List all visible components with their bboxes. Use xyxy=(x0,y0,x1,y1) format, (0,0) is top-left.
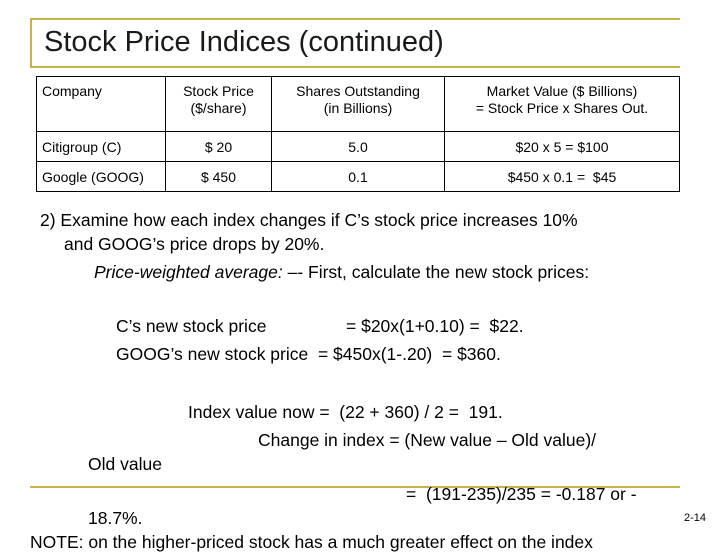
table-header-cell: Stock Price ($/share) xyxy=(165,76,272,132)
c-new-price-value: = $20x(1+0.10) = $22. xyxy=(346,316,524,336)
table-header-cell: Shares Outstanding (in Billions) xyxy=(271,76,445,132)
table-cell: $450 x 0.1 = $45 xyxy=(444,161,680,192)
title-rule-vertical xyxy=(30,18,32,68)
table-row: Citigroup (C) $ 20 5.0 $20 x 5 = $100 xyxy=(36,131,680,162)
table-cell: Google (GOOG) xyxy=(36,161,166,192)
table-row: Google (GOOG) $ 450 0.1 $450 x 0.1 = $45 xyxy=(36,161,680,192)
question-line-2: and GOOG’s price drops by 20%. xyxy=(64,234,325,254)
change-percent: 18.7%. xyxy=(88,508,143,528)
c-new-price-label: C’s new stock price xyxy=(116,316,267,336)
price-weighted-label: Price-weighted average: xyxy=(94,262,283,282)
question-line-1: 2) Examine how each index changes if C’s… xyxy=(40,210,578,230)
header-stock-price: Stock Price ($/share) xyxy=(183,83,254,116)
header-market-value: Market Value ($ Billions) = Stock Price … xyxy=(475,83,649,116)
title-rule-top xyxy=(30,18,680,20)
table-header-cell: Company xyxy=(36,76,166,132)
table-header-row: Company Stock Price ($/share) Shares Out… xyxy=(36,76,680,132)
index-value-now: Index value now = (22 + 360) / 2 = 191. xyxy=(188,402,503,422)
table-cell: 5.0 xyxy=(271,131,445,162)
price-weighted-text: –- First, calculate the new stock prices… xyxy=(282,262,590,282)
goog-new-price-line: GOOG’s new stock price = $450x(1-.20) = … xyxy=(116,344,501,364)
table-cell: $20 x 5 = $100 xyxy=(444,131,680,162)
page-number: 2-14 xyxy=(683,512,706,524)
table-cell: $ 20 xyxy=(165,131,272,162)
slide-title: Stock Price Indices (continued) xyxy=(44,26,444,58)
table-cell: $ 450 xyxy=(165,161,272,192)
table-header-cell: Market Value ($ Billions) = Stock Price … xyxy=(444,76,680,132)
header-company: Company xyxy=(42,83,102,99)
stock-table: Company Stock Price ($/share) Shares Out… xyxy=(36,76,680,192)
change-in-index: Change in index = (New value – Old value… xyxy=(258,430,597,450)
note-line-cut-off: NOTE: on the higher-priced stock has a m… xyxy=(30,532,593,552)
table-cell: 0.1 xyxy=(271,161,445,192)
title-rule-bottom xyxy=(30,66,680,68)
price-weighted-line: Price-weighted average: –- First, calcul… xyxy=(94,262,589,283)
change-result: = (191-235)/235 = -0.187 or - xyxy=(406,484,637,504)
header-shares: Shares Outstanding (in Billions) xyxy=(296,83,420,116)
footer-rule xyxy=(30,486,680,488)
old-value-text: Old value xyxy=(88,454,162,474)
table-cell: Citigroup (C) xyxy=(36,131,166,162)
